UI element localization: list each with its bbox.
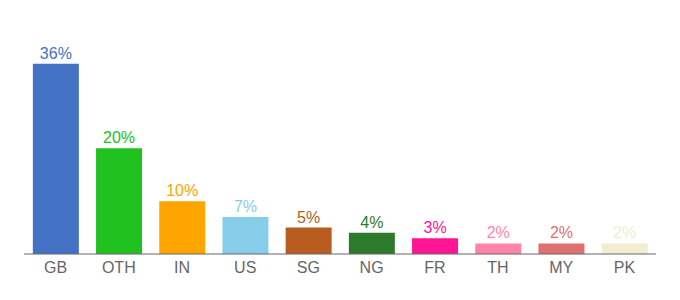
svg-text:20%: 20%: [103, 129, 135, 146]
svg-text:US: US: [234, 259, 256, 276]
svg-text:FR: FR: [424, 259, 445, 276]
svg-text:36%: 36%: [40, 45, 72, 62]
svg-text:SG: SG: [297, 259, 320, 276]
svg-text:NG: NG: [360, 259, 384, 276]
svg-text:GB: GB: [44, 259, 67, 276]
svg-text:MY: MY: [549, 259, 573, 276]
svg-text:10%: 10%: [166, 182, 198, 199]
svg-text:IN: IN: [174, 259, 190, 276]
svg-text:2%: 2%: [613, 224, 636, 241]
svg-text:2%: 2%: [550, 224, 573, 241]
svg-text:2%: 2%: [487, 224, 510, 241]
svg-text:OTH: OTH: [102, 259, 136, 276]
svg-text:7%: 7%: [234, 198, 257, 215]
svg-text:5%: 5%: [297, 209, 320, 226]
svg-text:3%: 3%: [423, 219, 446, 236]
svg-text:TH: TH: [487, 259, 508, 276]
svg-text:PK: PK: [614, 259, 636, 276]
svg-text:4%: 4%: [360, 214, 383, 231]
